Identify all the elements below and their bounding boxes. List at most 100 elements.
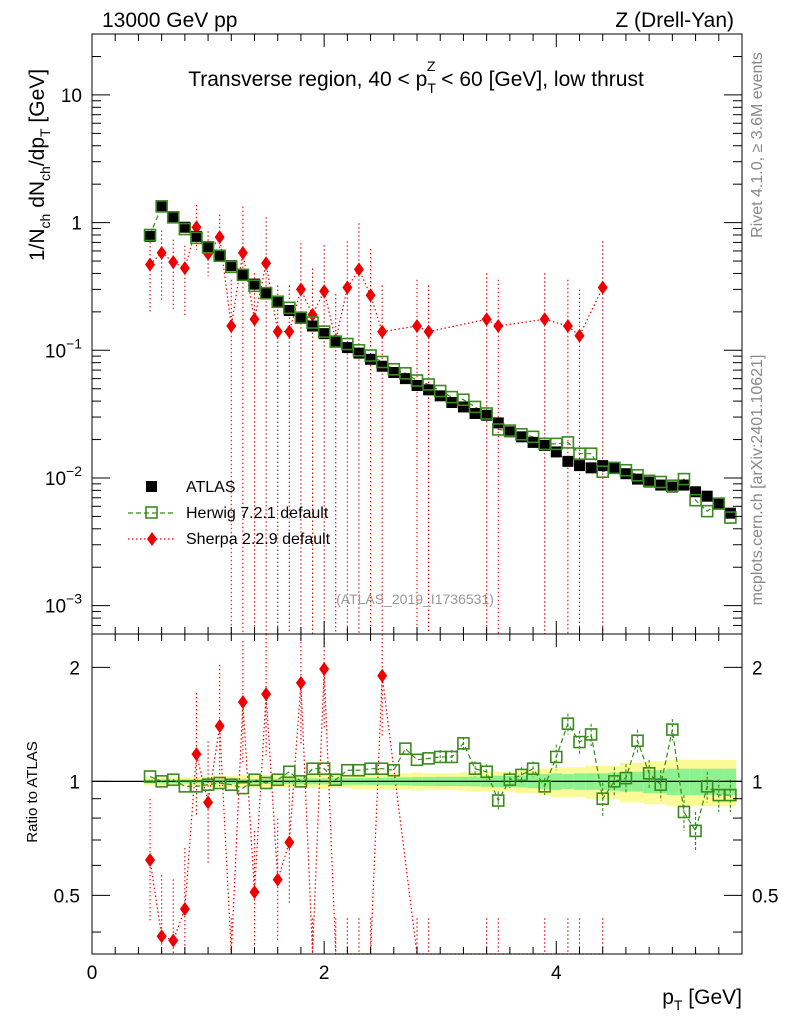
herwig-ratio-point xyxy=(538,780,551,793)
atlas-data-point xyxy=(643,476,655,488)
x-tick-label: 2 xyxy=(319,963,330,984)
sherpa-main-point xyxy=(179,261,190,276)
atlas-data-point xyxy=(539,439,551,451)
herwig-main-point xyxy=(213,249,226,263)
atlas-data-point xyxy=(701,490,713,502)
herwig-main-point xyxy=(677,472,691,486)
legend: ATLAS Herwig 7.2.1 default Sherpa 2.2.9 … xyxy=(128,479,331,548)
sherpa-main-point xyxy=(562,318,573,333)
sherpa-main-point xyxy=(307,307,318,322)
ylabel-sub2: ch xyxy=(37,166,53,181)
herwig-ratio-point xyxy=(596,792,610,805)
sherpa-main-point xyxy=(191,220,202,235)
ratio-y-label: Ratio to ATLAS xyxy=(24,741,41,842)
rivet-label: Rivet 4.1.0, ≥ 3.6M events xyxy=(749,52,766,238)
atlas-data-point xyxy=(515,431,527,443)
sherpa-ratio-line xyxy=(149,669,603,955)
y-axis-label: 1/Nch dNch/dpT [GeV] xyxy=(26,69,53,261)
herwig-main-point xyxy=(166,211,180,224)
xlabel-sub: T xyxy=(674,997,683,1013)
sherpa-main-point xyxy=(272,324,283,339)
herwig-ratio-point xyxy=(294,775,308,788)
sherpa-main-point xyxy=(597,280,608,295)
sherpa-main-point xyxy=(493,318,504,333)
atlas-data-point xyxy=(550,446,562,458)
sherpa-ratio-point xyxy=(284,835,295,850)
atlas-data-point xyxy=(283,304,295,316)
chart-title-sup: Z xyxy=(427,58,436,74)
sherpa-main-point xyxy=(295,282,306,297)
sherpa-main-point xyxy=(284,324,295,339)
herwig-ratio-point xyxy=(642,767,656,780)
ratio-y-tick-label-right: 0.5 xyxy=(752,886,778,907)
atlas-data-point xyxy=(655,479,667,491)
legend-marker-sherpa xyxy=(147,532,157,546)
herwig-main-point xyxy=(712,497,726,510)
atlas-data-point xyxy=(190,230,202,242)
xlabel-main: p xyxy=(662,986,674,1009)
sherpa-ratio-point xyxy=(156,929,167,944)
atlas-data-point xyxy=(260,287,272,299)
herwig-main-point xyxy=(526,430,540,444)
atlas-data-point xyxy=(237,269,249,281)
sherpa-ratio-point xyxy=(272,872,283,887)
herwig-main-point xyxy=(143,228,157,242)
herwig-ratio-point xyxy=(724,788,737,802)
atlas-data-point xyxy=(632,473,644,485)
herwig-main-point xyxy=(306,316,319,329)
y-tick-label: 10−1 xyxy=(45,335,82,362)
sherpa-ratio-point xyxy=(295,675,306,690)
herwig-ratio-point xyxy=(677,805,691,819)
atlas-data-point xyxy=(202,240,214,252)
atlas-data-point xyxy=(713,498,725,510)
atlas-data-point xyxy=(481,409,493,421)
atlas-data-point xyxy=(156,201,168,213)
x-axis-label: pT [GeV] xyxy=(662,986,742,1013)
y-tick-label-base: 10 xyxy=(45,341,66,362)
atlas-data-point xyxy=(620,468,632,480)
herwig-ratio-point xyxy=(561,717,575,730)
atlas-data-point xyxy=(457,401,469,413)
herwig-ratio-point xyxy=(317,762,331,776)
y-tick-label-exp: −2 xyxy=(66,463,82,479)
ratio-axis-ticks: 0 2 4 0.5 0.5 1 1 2 2 xyxy=(54,634,778,984)
main-marks xyxy=(143,200,737,634)
atlas-data-point xyxy=(585,462,597,474)
herwig-ratio-point xyxy=(480,765,493,779)
atlas-data-point xyxy=(388,367,400,379)
ylabel-sub3: T xyxy=(37,128,53,137)
sherpa-ratio-point xyxy=(237,695,248,710)
herwig-main-point xyxy=(399,367,412,380)
y-tick-label-base: 10 xyxy=(45,469,66,490)
chart-title-prefix: Transverse region, 40 < p xyxy=(188,68,427,91)
sherpa-main-point xyxy=(377,324,388,339)
sherpa-ratio-point xyxy=(179,902,190,917)
herwig-ratio-point xyxy=(491,794,505,807)
atlas-data-point xyxy=(690,486,702,498)
ratio-y-tick-label-right: 2 xyxy=(752,658,763,679)
atlas-data-point xyxy=(562,455,574,467)
legend-label-atlas: ATLAS xyxy=(186,479,236,496)
atlas-data-point xyxy=(341,342,353,354)
atlas-data-point xyxy=(353,347,365,359)
chart-title-suffix: < 60 [GeV], low thrust xyxy=(435,68,644,91)
atlas-data-point xyxy=(307,320,319,332)
sherpa-ratio-point xyxy=(377,668,388,683)
header-left: 13000 GeV pp xyxy=(102,9,237,32)
atlas-data-point xyxy=(666,481,678,493)
herwig-main-point xyxy=(201,241,215,254)
atlas-data-point xyxy=(179,221,191,233)
legend-label-sherpa: Sherpa 2.2.9 default xyxy=(186,531,331,548)
herwig-ratio-point xyxy=(457,737,470,750)
mcplots-label: mcplots.cern.ch [arXiv:2401.10621] xyxy=(749,355,766,606)
ratio-y-tick-label: 0.5 xyxy=(54,886,80,907)
atlas-data-point xyxy=(272,296,284,308)
herwig-ratio-point xyxy=(666,723,679,736)
herwig-ratio-point xyxy=(654,778,668,791)
herwig-ratio-point xyxy=(271,773,285,787)
sherpa-main-line xyxy=(149,225,604,341)
sherpa-ratio-point xyxy=(261,687,272,702)
x-tick-label: 0 xyxy=(87,963,98,984)
